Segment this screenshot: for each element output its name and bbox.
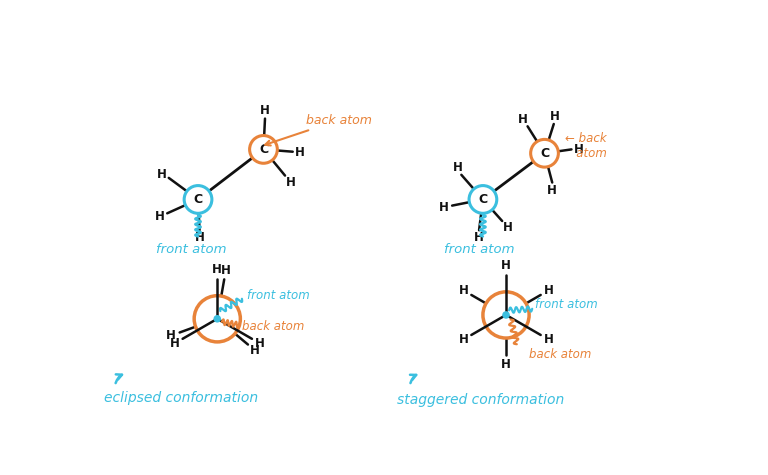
Circle shape — [469, 186, 497, 213]
Circle shape — [503, 312, 509, 318]
Circle shape — [250, 135, 277, 163]
Text: H: H — [548, 184, 557, 197]
Text: back atom: back atom — [529, 349, 591, 361]
Text: C: C — [259, 143, 268, 156]
Text: front atom: front atom — [535, 298, 598, 311]
Text: front atom: front atom — [156, 243, 226, 256]
Text: front atom: front atom — [247, 289, 310, 302]
Text: ← back
   atom: ← back atom — [565, 132, 607, 160]
Text: eclipsed conformation: eclipsed conformation — [104, 391, 258, 405]
Text: front atom: front atom — [445, 243, 515, 256]
Text: H: H — [166, 329, 176, 342]
Text: H: H — [544, 333, 554, 346]
Text: staggered conformation: staggered conformation — [397, 393, 564, 407]
Text: H: H — [212, 263, 222, 276]
Text: H: H — [544, 284, 554, 297]
Text: C: C — [194, 193, 203, 206]
Text: H: H — [295, 146, 305, 159]
Text: H: H — [502, 221, 512, 234]
Text: H: H — [154, 210, 164, 223]
Text: H: H — [170, 337, 180, 350]
Circle shape — [531, 139, 558, 167]
Text: H: H — [286, 176, 296, 189]
Text: H: H — [518, 113, 528, 126]
Text: H: H — [551, 110, 560, 123]
Text: C: C — [478, 193, 488, 206]
Text: H: H — [439, 200, 449, 214]
Text: H: H — [458, 284, 468, 297]
Text: H: H — [452, 162, 462, 174]
Text: H: H — [501, 259, 511, 272]
Text: H: H — [474, 231, 484, 245]
Text: H: H — [501, 358, 511, 370]
Text: C: C — [540, 147, 549, 160]
Text: H: H — [458, 333, 468, 346]
Text: H: H — [194, 231, 204, 245]
Circle shape — [483, 292, 529, 338]
Text: H: H — [255, 337, 265, 350]
Text: back atom: back atom — [265, 114, 372, 145]
Text: H: H — [221, 264, 230, 277]
Text: H: H — [260, 104, 270, 117]
Circle shape — [184, 186, 212, 213]
Circle shape — [214, 316, 220, 322]
Text: H: H — [157, 168, 167, 180]
Text: H: H — [250, 344, 260, 357]
Circle shape — [194, 296, 240, 342]
Text: back atom: back atom — [242, 320, 304, 333]
Text: H: H — [574, 143, 584, 156]
